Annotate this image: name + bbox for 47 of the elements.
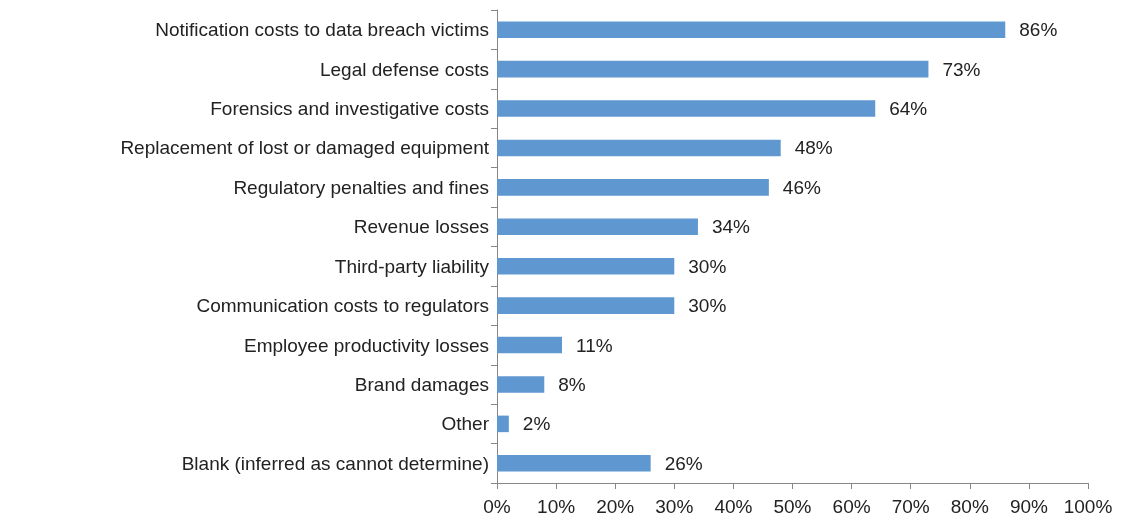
data-label: 8% (558, 373, 586, 395)
bar (497, 415, 509, 433)
x-tick-label: 40% (714, 496, 753, 517)
x-tick-label: 20% (596, 496, 635, 517)
bar (497, 139, 781, 157)
data-label: 26% (664, 452, 703, 474)
x-tick-label: 60% (832, 496, 871, 517)
data-label: 2% (522, 413, 551, 435)
data-label: 11% (576, 334, 613, 356)
x-tick-label: 30% (655, 496, 694, 517)
y-tick-label: Employee productivity losses (244, 334, 489, 356)
x-tick-label: 70% (891, 496, 930, 517)
data-label: 48% (794, 137, 833, 159)
y-tick-label: Communication costs to regulators (196, 295, 489, 317)
x-tick-label: 10% (537, 496, 576, 517)
y-tick-label: Blank (inferred as cannot determine) (181, 452, 489, 474)
y-tick-label: Other (441, 413, 490, 435)
data-label: 30% (688, 255, 727, 277)
bar (497, 218, 698, 236)
data-label: 64% (889, 98, 928, 120)
bar (497, 257, 675, 275)
bar (497, 100, 876, 117)
data-label: 86% (1019, 19, 1058, 41)
bar (497, 376, 545, 393)
y-tick-label: Regulatory penalties and fines (233, 176, 489, 198)
x-tick-label: 90% (1009, 496, 1049, 517)
y-tick-label: Forensics and investigative costs (210, 98, 489, 120)
bar (497, 179, 769, 196)
bar (497, 60, 929, 78)
bar (497, 455, 651, 472)
y-tick-label: Revenue losses (353, 216, 489, 238)
y-tick-label: Replacement of lost or damaged equipment (120, 137, 490, 159)
x-tick-label: 100% (1063, 496, 1113, 517)
data-label: 30% (688, 295, 727, 317)
bar (497, 21, 1006, 38)
bar (497, 297, 675, 314)
y-tick-label: Notification costs to data breach victims (155, 19, 489, 41)
data-label: 46% (782, 176, 821, 198)
y-tick-label: Legal defense costs (319, 58, 489, 80)
x-tick-label: 80% (950, 496, 989, 517)
y-tick-label: Brand damages (354, 373, 489, 395)
y-tick-label: Third-party liability (334, 255, 490, 277)
x-tick-label: 0% (483, 496, 511, 517)
data-label: 34% (711, 216, 751, 238)
data-label: 73% (942, 58, 981, 80)
bar (497, 336, 563, 354)
x-tick-label: 50% (773, 496, 812, 517)
